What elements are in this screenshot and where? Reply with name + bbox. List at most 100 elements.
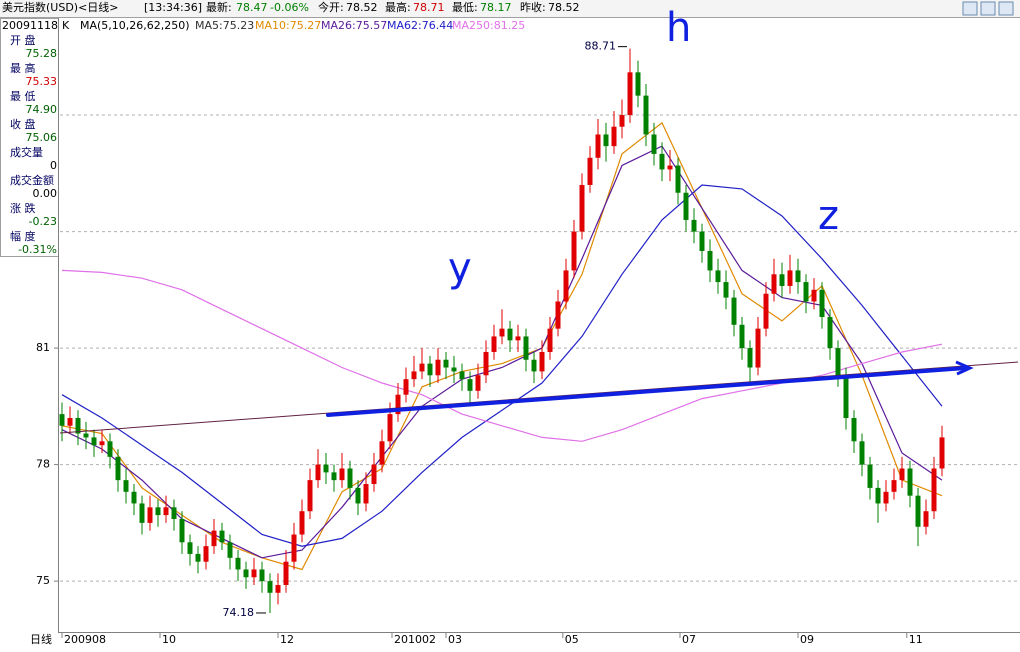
candle-body — [459, 371, 465, 380]
legend-entry: MA10:75.27 — [255, 19, 321, 32]
info-panel — [0, 18, 59, 257]
candle-body — [347, 468, 353, 488]
candle-body — [403, 379, 409, 395]
button-restore[interactable] — [980, 1, 996, 16]
candle-body — [731, 297, 737, 325]
candle-body — [763, 293, 769, 329]
clock: [13:34:36] — [144, 1, 202, 14]
button-prev[interactable] — [962, 1, 978, 16]
candle-body — [155, 507, 161, 516]
candle-body — [675, 165, 681, 193]
candle-body — [723, 282, 729, 298]
candle-body — [787, 270, 793, 286]
x-tick-label: 11 — [909, 633, 923, 646]
info-value: 0.00 — [33, 187, 58, 200]
high-value: 78.71 — [413, 1, 445, 14]
candle-body — [259, 569, 265, 582]
candle-body — [195, 553, 201, 562]
hand-mark: z — [818, 193, 839, 239]
low-value: 78.17 — [480, 1, 512, 14]
candle-body — [507, 328, 513, 341]
candle-body — [211, 530, 217, 547]
y-tick-label: 78 — [36, 458, 50, 471]
legend-entry: MA62:76.44 — [387, 19, 453, 32]
candle-body — [339, 468, 345, 481]
candle-body — [899, 468, 905, 481]
info-value: -0.31% — [18, 243, 57, 256]
drawn-line — [326, 366, 968, 417]
candle-body — [131, 491, 137, 504]
x-tick-label: 07 — [682, 633, 696, 646]
candle-body — [555, 301, 561, 329]
candle-body — [875, 487, 881, 504]
candle-body — [859, 441, 865, 465]
info-label: 涨 跌 — [10, 201, 36, 215]
candle-body — [579, 184, 585, 232]
candle-body — [811, 289, 817, 302]
candle-body — [107, 441, 113, 457]
candle-body — [315, 464, 321, 481]
candle-body — [443, 359, 449, 368]
period-label: 日线 — [30, 632, 52, 646]
candle-body — [707, 250, 713, 271]
candle-body — [939, 437, 945, 469]
low-label: 最低: — [452, 1, 478, 14]
candle-body — [163, 507, 169, 516]
candle-body — [635, 72, 641, 96]
x-tick-label: 200908 — [64, 633, 106, 646]
candle-body — [795, 270, 801, 283]
candle-body — [243, 569, 249, 578]
candle-body — [563, 270, 569, 302]
ma-line — [61, 145, 943, 559]
candle-body — [499, 328, 505, 337]
candle-body — [667, 165, 673, 170]
x-tick-label: 03 — [448, 633, 462, 646]
candle-body — [395, 394, 401, 415]
candle-body — [531, 359, 537, 372]
drawn-arrowhead — [955, 360, 974, 376]
candle-body — [59, 414, 65, 426]
kline-label: K — [62, 19, 70, 32]
open-value: 78.52 — [346, 1, 378, 14]
info-label: 成交金额 — [10, 173, 54, 187]
candle-body — [587, 157, 593, 185]
candle-body — [291, 534, 297, 562]
info-label: 成交量 — [10, 145, 43, 159]
ma-label: MA(5,10,26,62,250) — [80, 19, 190, 32]
candle-body — [451, 367, 457, 372]
high-label: 88.71 — [585, 40, 617, 53]
candle-body — [915, 495, 921, 527]
change-value: -0.06% — [270, 1, 309, 14]
candle-body — [139, 503, 145, 523]
candle-body — [419, 363, 425, 372]
candle-body — [747, 348, 753, 368]
candle-body — [547, 328, 553, 352]
info-value: -0.23 — [29, 215, 57, 228]
candle-body — [771, 274, 777, 294]
y-tick-label: 75 — [36, 574, 50, 587]
candle-body — [323, 464, 329, 473]
candle-body — [267, 581, 273, 593]
candle-body — [371, 464, 377, 485]
candle-body — [275, 585, 281, 593]
ma-line — [61, 121, 943, 571]
candle-body — [739, 324, 745, 349]
candle-body — [435, 359, 441, 376]
window-buttons — [962, 1, 1014, 16]
candle-body — [515, 336, 521, 341]
candle-body — [171, 507, 177, 519]
candle-body — [483, 351, 489, 376]
high-label: 最高: — [385, 0, 411, 14]
candle-body — [891, 480, 897, 492]
y-tick-label: 81 — [36, 341, 50, 354]
candle-body — [251, 569, 257, 578]
low-label: 74.18 — [223, 606, 255, 619]
open-label: 今开: — [318, 0, 344, 14]
info-label: 收 盘 — [10, 117, 36, 131]
candle-body — [283, 561, 289, 586]
header-bar — [0, 0, 1020, 17]
candle-body — [387, 414, 393, 442]
x-tick-label: 201002 — [394, 633, 436, 646]
button-next[interactable] — [998, 1, 1014, 16]
